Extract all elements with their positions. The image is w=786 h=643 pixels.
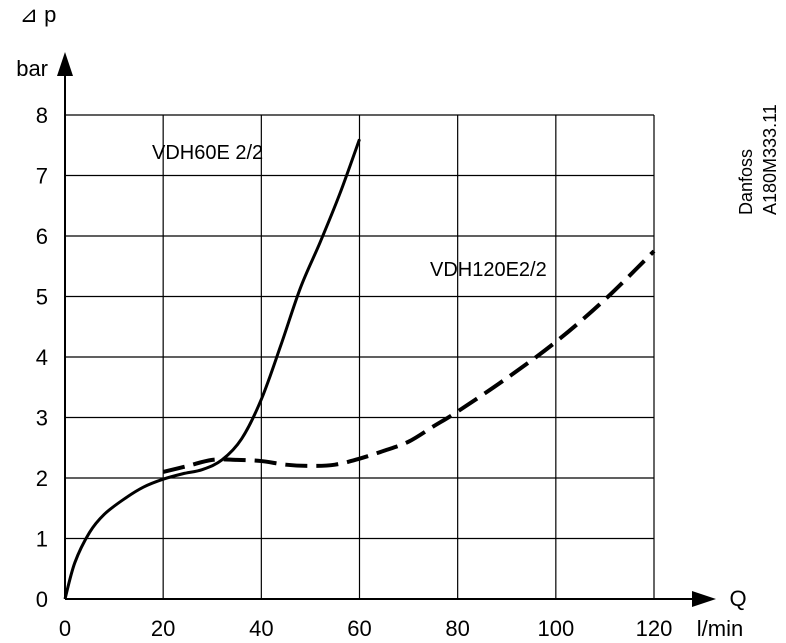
y-tick-label: 4 — [36, 345, 48, 370]
y-axis-symbol: ⊿ p — [20, 2, 57, 27]
x-tick-label: 60 — [347, 616, 371, 641]
y-tick-label: 8 — [36, 103, 48, 128]
y-tick-label: 1 — [36, 527, 48, 552]
x-tick-label: 80 — [445, 616, 469, 641]
side-code-brand: Danfoss — [736, 149, 756, 215]
y-axis-unit: bar — [16, 56, 48, 81]
x-axis-symbol: Q — [729, 586, 746, 611]
x-tick-label: 120 — [636, 616, 673, 641]
y-tick-label: 5 — [36, 285, 48, 310]
x-tick-label: 100 — [537, 616, 574, 641]
y-axis-arrow — [57, 52, 73, 76]
series-line-vdh60e — [63, 138, 361, 600]
x-tick-label: 20 — [151, 616, 175, 641]
axes — [57, 52, 716, 607]
y-tick-label: 0 — [36, 587, 48, 612]
x-axis-unit: l/min — [697, 616, 743, 641]
series-label-vdh120e: VDH120E2/2 — [430, 259, 547, 281]
x-tick-label: 0 — [59, 616, 71, 641]
y-tick-label: 7 — [36, 164, 48, 189]
y-tick-label: 6 — [36, 224, 48, 249]
series-lines — [63, 138, 656, 600]
series-line-vdh120e — [162, 249, 656, 474]
side-code-number: A180M333.11 — [760, 104, 780, 215]
y-tick-label: 3 — [36, 406, 48, 431]
x-tick-label: 40 — [249, 616, 273, 641]
side-code: Danfoss A180M333.11 — [736, 104, 780, 215]
series-label-vdh60e: VDH60E 2/2 — [152, 142, 263, 164]
y-tick-label: 2 — [36, 466, 48, 491]
grid — [65, 114, 655, 599]
x-axis-arrow — [692, 591, 716, 607]
